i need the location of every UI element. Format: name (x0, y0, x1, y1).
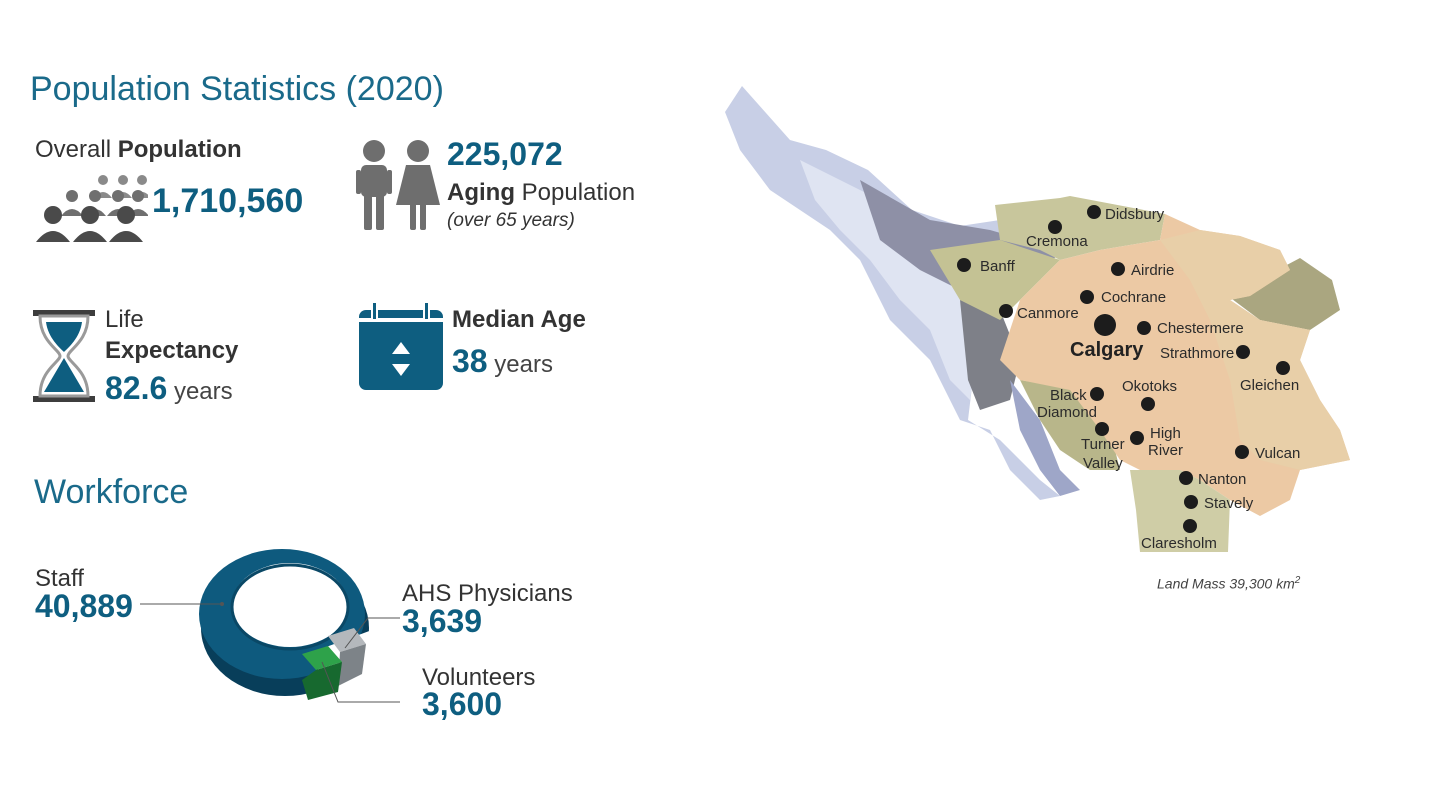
city-okotoks: Okotoks (1122, 378, 1177, 395)
overall-population-label: Overall Population (35, 136, 242, 164)
aging-population-note: (over 65 years) (447, 210, 575, 231)
physicians-value: 3,639 (402, 603, 483, 639)
elderly-couple-icon (356, 140, 440, 230)
city-airdrie: Airdrie (1131, 262, 1174, 279)
city-river: River (1148, 442, 1183, 459)
staff-value: 40,889 (35, 588, 133, 624)
volunteers-value: 3,600 (422, 686, 503, 722)
city-strathmore: Strathmore (1160, 345, 1234, 362)
land-mass-superscript: 2 (1294, 575, 1301, 586)
hourglass-icon (33, 310, 95, 402)
city-stavely: Stavely (1204, 495, 1254, 512)
median-age-label: Median Age (452, 306, 586, 333)
workforce-title: Workforce (34, 473, 189, 511)
physicians-label: AHS Physicians (402, 580, 573, 607)
southern-region (1130, 470, 1230, 552)
volunteers-label: Volunteers (422, 664, 536, 691)
city-turner: Turner (1081, 436, 1125, 453)
median-age-value: 38 years (452, 343, 553, 380)
city-canmore: Canmore (1017, 305, 1079, 322)
rocky-mountains-light (725, 86, 1060, 500)
life-expectancy-number: 82.6 (105, 370, 168, 406)
aging-label-strong: Aging (447, 179, 515, 206)
city-black: Black (1050, 387, 1087, 404)
city-calgary: Calgary (1070, 339, 1144, 361)
median-age-unit: years (487, 351, 553, 378)
city-banff: Banff (980, 258, 1016, 275)
city-diamond: Diamond (1037, 404, 1097, 421)
aging-population-value: 225,072 (447, 136, 563, 172)
volunteers-segment-side (302, 662, 342, 700)
life-expectancy-label-1: Life (105, 306, 144, 333)
workforce-ring-chart (140, 549, 400, 703)
physicians-segment-side (338, 644, 366, 686)
city-valley: Valley (1083, 455, 1123, 472)
physicians-segment-top (328, 628, 366, 652)
city-high: High (1150, 425, 1181, 442)
aging-population-label: Aging Population (447, 179, 635, 207)
overall-label-strong: Population (117, 136, 242, 163)
city-didsbury: Didsbury (1105, 206, 1165, 223)
city-cochrane: Cochrane (1101, 289, 1166, 306)
calendar-icon (359, 302, 443, 390)
foothills-north (995, 196, 1165, 260)
volunteers-segment-top (302, 646, 342, 670)
median-age-number: 38 (452, 343, 488, 379)
aging-label-rest: Population (514, 179, 636, 206)
city-claresholm: Claresholm (1141, 535, 1217, 552)
land-mass-text: Land Mass 39,300 km (1157, 575, 1295, 592)
life-expectancy-label-2: Expectancy (105, 337, 239, 364)
city-cremona: Cremona (1026, 233, 1088, 250)
foothills-south (1020, 380, 1120, 470)
staff-ring-hole (232, 563, 348, 647)
staff-label: Staff (35, 565, 84, 592)
city-nanton: Nanton (1198, 471, 1246, 488)
life-expectancy-unit: years (167, 378, 233, 405)
city-chestermere: Chestermere (1157, 320, 1244, 337)
population-title: Population Statistics (2020) (30, 70, 444, 108)
city-vulcan: Vulcan (1255, 445, 1300, 462)
land-mass-caption: Land Mass 39,300 km2 (1157, 575, 1300, 592)
city-gleichen: Gleichen (1240, 377, 1299, 394)
crowd-icon (36, 175, 148, 242)
overall-population-value: 1,710,560 (152, 182, 304, 220)
foothills-east (1228, 258, 1340, 330)
overall-label-prefix: Overall (35, 136, 118, 163)
life-expectancy-value: 82.6 years (105, 370, 233, 407)
